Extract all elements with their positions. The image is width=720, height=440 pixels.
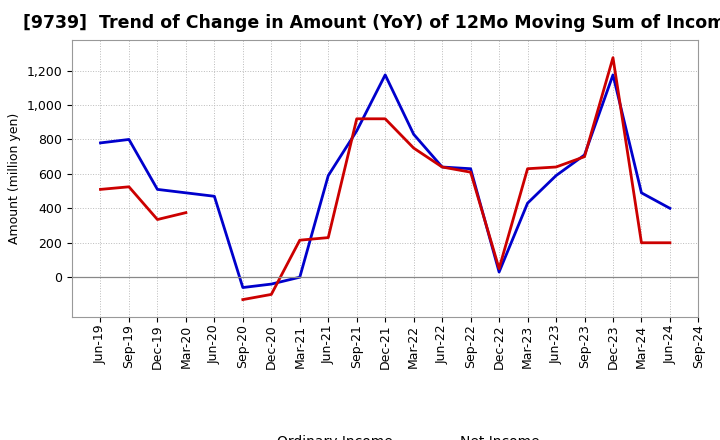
Legend: Ordinary Income, Net Income: Ordinary Income, Net Income: [225, 429, 545, 440]
Ordinary Income: [410, 132, 418, 137]
Ordinary Income: [608, 72, 617, 77]
Ordinary Income: [267, 282, 276, 287]
Ordinary Income: [580, 152, 589, 158]
Ordinary Income: [125, 137, 133, 142]
Net Income: [153, 217, 162, 222]
Ordinary Income: [495, 269, 503, 275]
Ordinary Income: [238, 285, 247, 290]
Ordinary Income: [295, 275, 304, 280]
Ordinary Income: [210, 194, 219, 199]
Y-axis label: Amount (million yen): Amount (million yen): [8, 113, 21, 244]
Line: Net Income: Net Income: [101, 187, 186, 220]
Ordinary Income: [96, 140, 105, 146]
Net Income: [96, 187, 105, 192]
Net Income: [181, 210, 190, 215]
Ordinary Income: [523, 201, 532, 206]
Ordinary Income: [352, 128, 361, 133]
Ordinary Income: [324, 173, 333, 178]
Ordinary Income: [665, 205, 674, 211]
Ordinary Income: [637, 190, 646, 195]
Title: [9739]  Trend of Change in Amount (YoY) of 12Mo Moving Sum of Incomes: [9739] Trend of Change in Amount (YoY) o…: [23, 15, 720, 33]
Ordinary Income: [438, 165, 446, 170]
Line: Ordinary Income: Ordinary Income: [101, 75, 670, 287]
Ordinary Income: [181, 190, 190, 195]
Ordinary Income: [381, 72, 390, 77]
Ordinary Income: [153, 187, 162, 192]
Ordinary Income: [467, 166, 475, 171]
Ordinary Income: [552, 173, 560, 178]
Net Income: [125, 184, 133, 190]
